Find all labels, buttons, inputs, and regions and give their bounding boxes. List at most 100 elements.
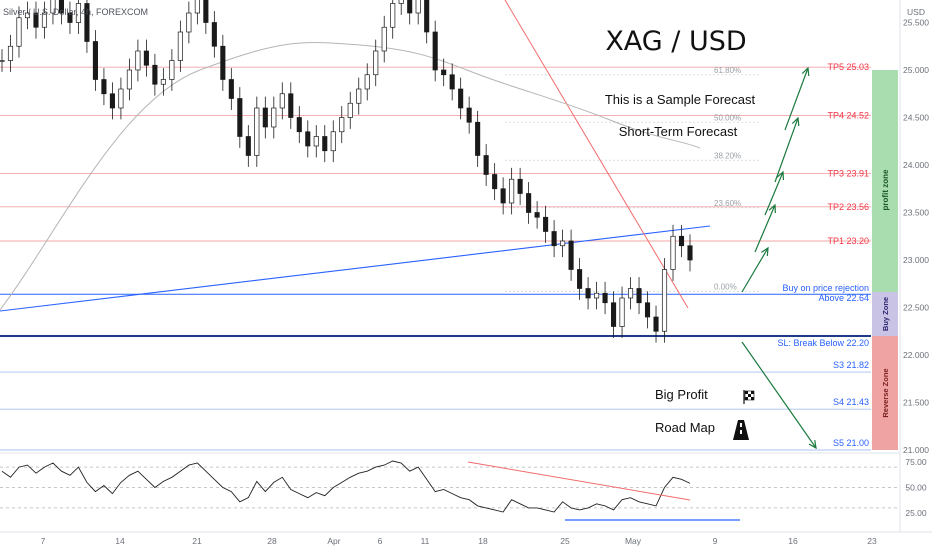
candle-body xyxy=(339,117,345,133)
candle-body xyxy=(407,0,413,14)
candle-body xyxy=(67,12,73,23)
candle-body xyxy=(449,74,455,90)
candle-body xyxy=(661,269,668,332)
currency-unit-label: USD xyxy=(907,7,925,17)
candle-body xyxy=(288,93,294,118)
price-tick-label: 21.000 xyxy=(903,445,929,455)
candle-body xyxy=(475,121,481,156)
rsi-tick-label: 75.00 xyxy=(905,457,927,467)
support-label: S4 21.43 xyxy=(833,397,869,407)
chart-title: XAG / USD xyxy=(605,26,746,57)
checkered-flag-icon xyxy=(743,390,755,404)
candle-body xyxy=(92,41,98,80)
candle-body xyxy=(58,0,65,14)
candle-body xyxy=(203,0,209,23)
candle-body xyxy=(594,292,600,299)
forecast-arrow xyxy=(764,171,784,216)
candle-body xyxy=(636,288,642,304)
candle-body xyxy=(627,288,634,299)
target-label: TP2 23.56 xyxy=(827,202,869,212)
candle-body xyxy=(644,302,651,318)
candle-body xyxy=(84,3,90,42)
fib-level-label: 61.80% xyxy=(714,66,741,75)
reverse-zone-label: Reverse Zone xyxy=(881,368,890,417)
candle-body xyxy=(296,117,302,133)
time-tick-label: 21 xyxy=(192,536,202,546)
blue-trendline xyxy=(0,225,711,312)
price-tick-label: 21.500 xyxy=(903,398,929,408)
candle-body xyxy=(330,131,336,152)
candle-body xyxy=(169,60,175,80)
rsi-tick-label: 25.00 xyxy=(905,508,927,518)
forecast-arrowhead xyxy=(801,66,810,77)
forecast-arrow xyxy=(754,204,776,253)
candle-body xyxy=(322,136,328,152)
buy-note-line1: Buy on price rejection xyxy=(782,283,869,293)
candle-body xyxy=(228,79,234,99)
candle-body xyxy=(500,188,506,204)
candle-body xyxy=(458,88,464,109)
candle-body xyxy=(602,292,608,304)
candle-body xyxy=(687,245,693,261)
candle-body xyxy=(186,12,192,33)
candle-body xyxy=(245,136,251,156)
profit-zone xyxy=(872,70,898,292)
candle-body xyxy=(24,12,31,19)
candle-body xyxy=(194,0,200,14)
price-tick-label: 22.000 xyxy=(903,350,929,360)
candle-body xyxy=(271,107,277,128)
time-tick-label: 16 xyxy=(788,536,798,546)
forecast-arrowhead xyxy=(761,246,769,257)
candle-body xyxy=(517,178,523,194)
forecast-arrowhead xyxy=(808,440,817,450)
candle-body xyxy=(50,0,56,14)
forecast-arrow xyxy=(774,117,799,183)
candle-body xyxy=(390,3,396,28)
candle-body xyxy=(220,45,226,80)
candle-body xyxy=(441,69,447,76)
candle-body xyxy=(424,0,430,33)
rsi-line xyxy=(1,460,691,513)
candle-body xyxy=(152,64,158,85)
candle-body xyxy=(619,297,625,327)
fib-level-label: 0.00% xyxy=(714,282,737,291)
candle-body xyxy=(543,216,549,232)
candle-body xyxy=(534,212,540,218)
rsi-red-trendline xyxy=(467,461,691,501)
candle-body xyxy=(160,79,166,85)
candle-body xyxy=(211,22,217,47)
price-tick-label: 22.500 xyxy=(903,303,929,313)
candle-body xyxy=(670,235,676,270)
price-tick-label: 23.000 xyxy=(903,255,929,265)
candle-body xyxy=(126,69,132,90)
stop-loss-note: SL: Break Below 22.20 xyxy=(777,338,869,348)
candle-body xyxy=(254,107,260,156)
candle-body xyxy=(347,102,353,118)
candle-body xyxy=(75,3,81,23)
buy-note-line2: Above 22.64 xyxy=(818,293,869,303)
fib-level-label: 23.60% xyxy=(714,199,741,208)
price-tick-label: 24.500 xyxy=(903,113,929,123)
candle-body xyxy=(0,60,5,62)
candle-body xyxy=(177,31,183,61)
time-tick-label: 7 xyxy=(41,536,46,546)
candle-body xyxy=(526,193,532,213)
candle-body xyxy=(143,50,149,66)
red-trendline xyxy=(504,0,689,309)
reverse-zone xyxy=(872,336,898,450)
candle-body xyxy=(381,26,387,52)
support-label: S3 21.82 xyxy=(833,360,869,370)
candle-body xyxy=(585,288,591,299)
candle-body xyxy=(305,131,311,147)
target-label: TP5 25.03 xyxy=(827,62,869,72)
time-tick-label: 25 xyxy=(560,536,570,546)
candle-body xyxy=(492,174,498,190)
price-tick-label: 25.000 xyxy=(903,65,929,75)
time-tick-label: 14 xyxy=(115,536,125,546)
price-tick-label: 23.500 xyxy=(903,208,929,218)
candle-body xyxy=(109,93,115,109)
candle-body xyxy=(398,0,404,4)
